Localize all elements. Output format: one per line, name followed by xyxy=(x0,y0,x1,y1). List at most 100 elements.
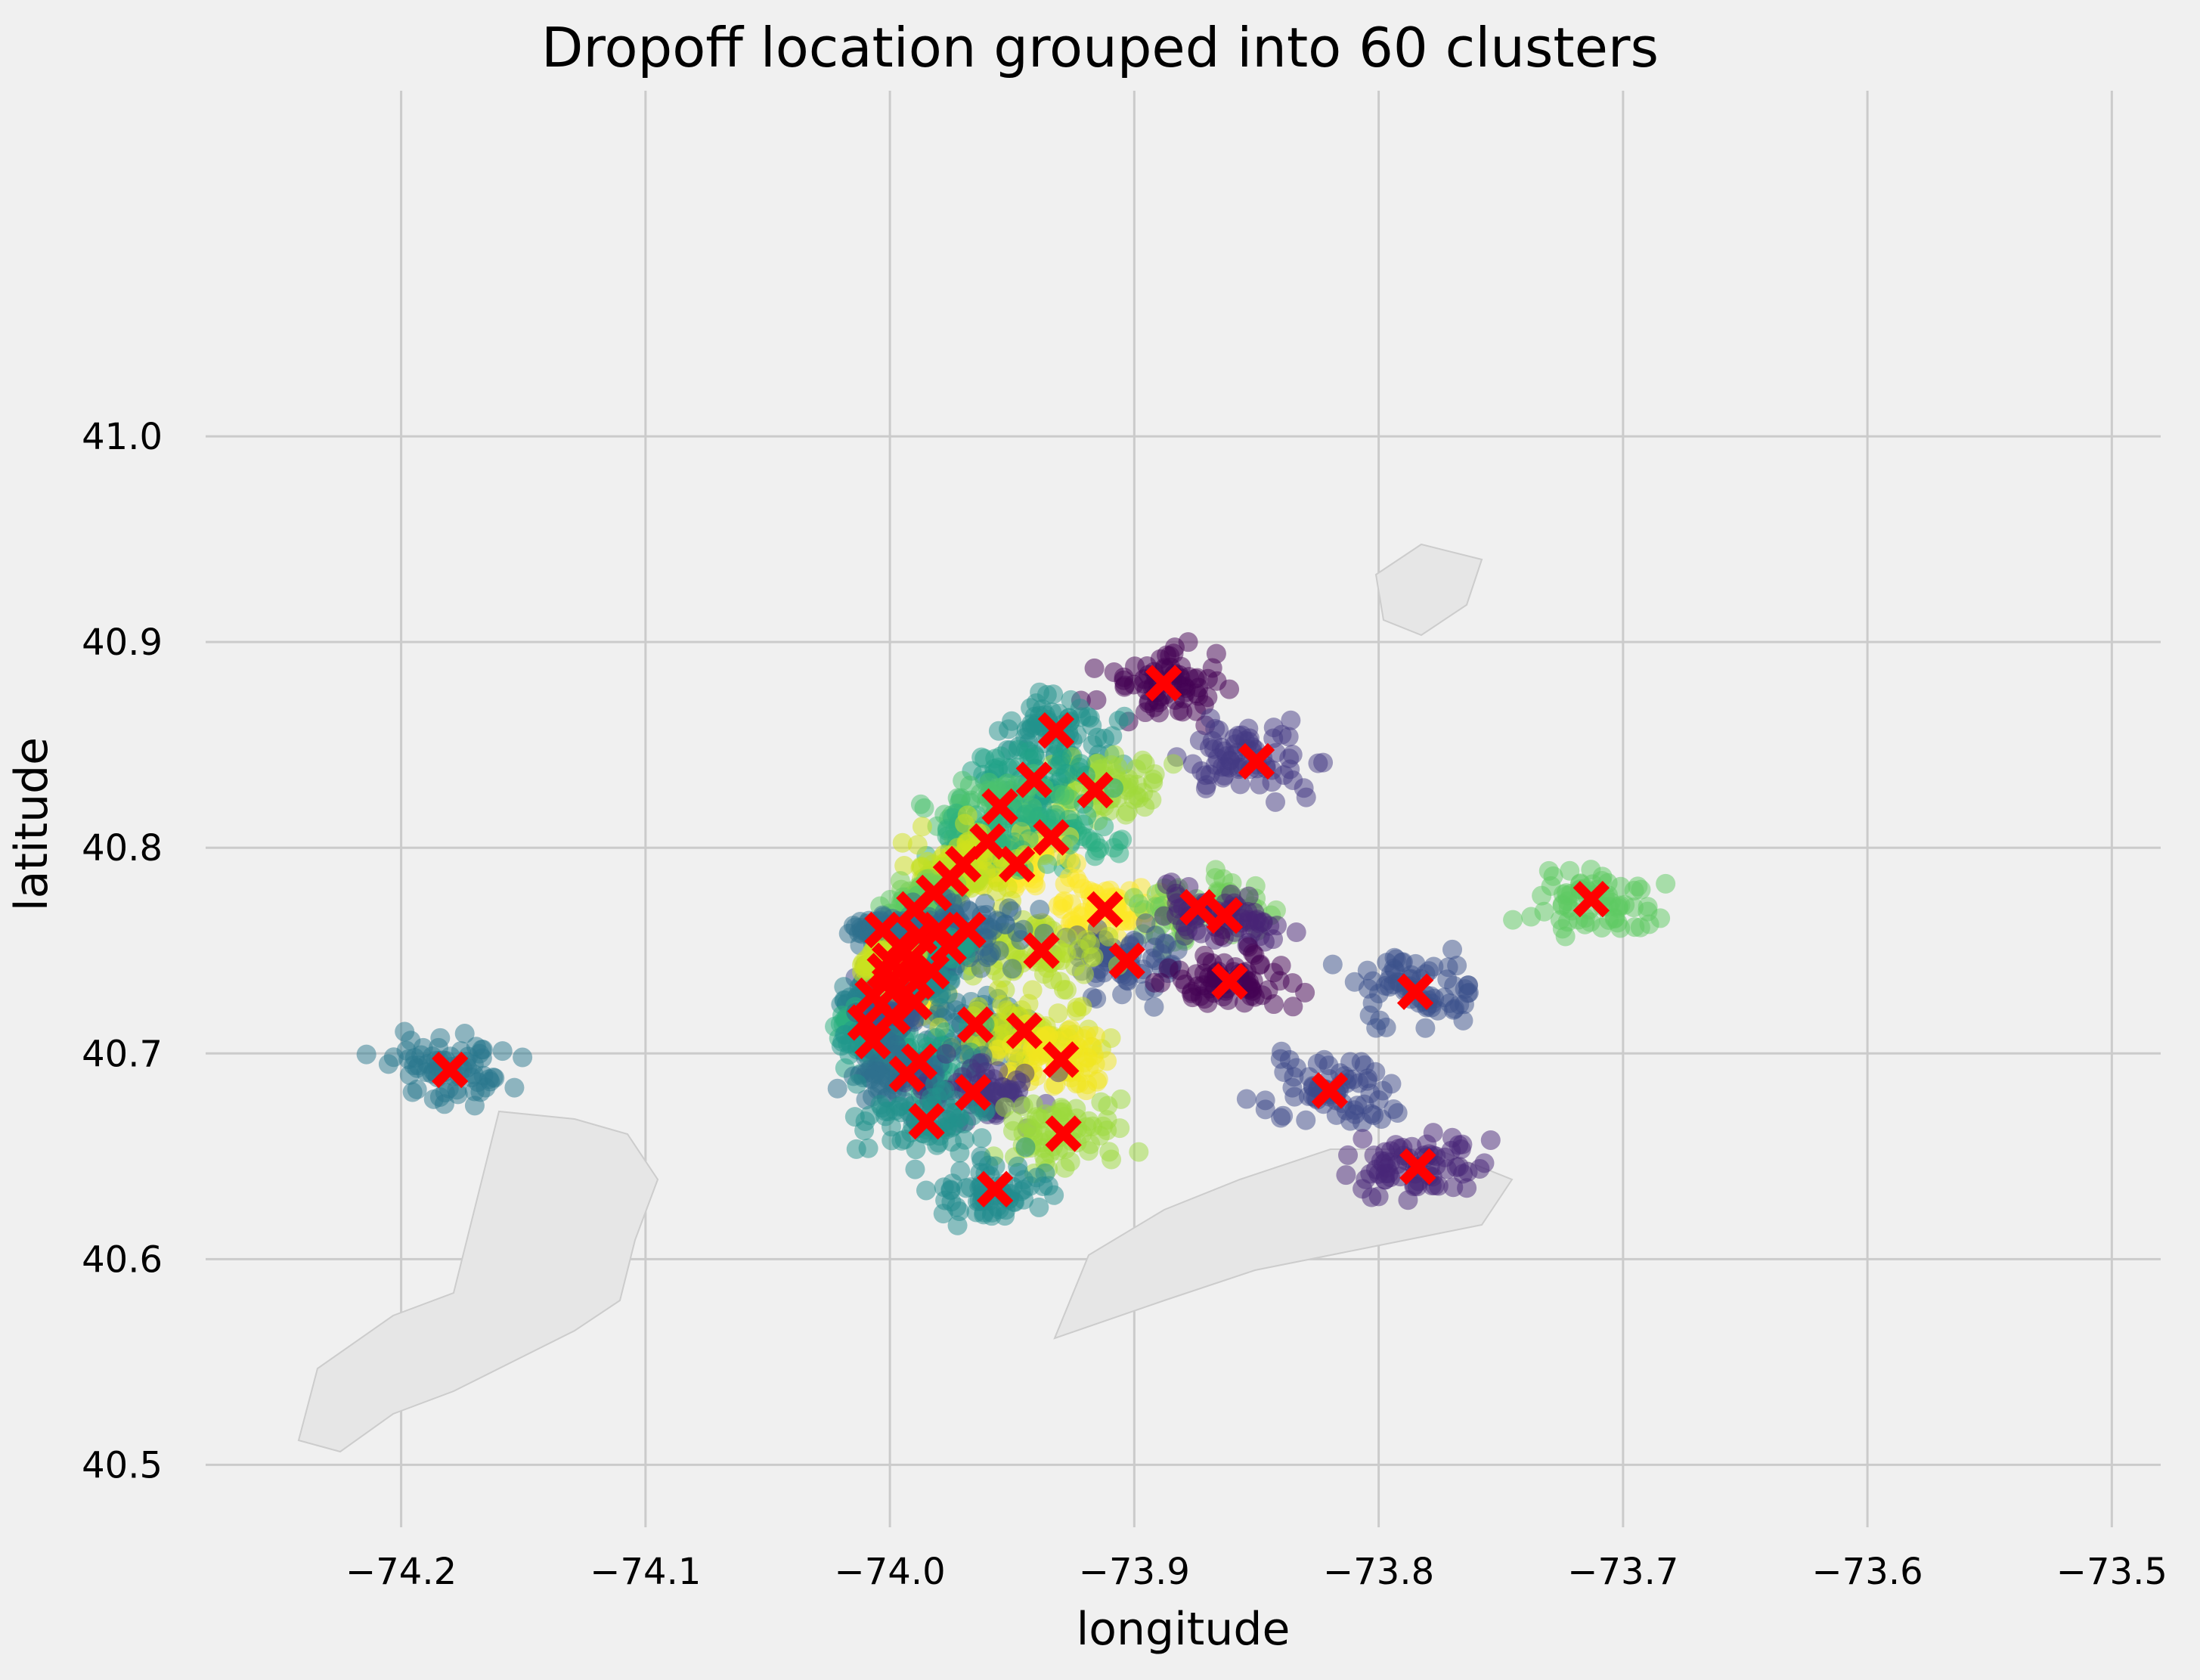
data-point xyxy=(1052,1102,1072,1122)
cluster-centroid-marker xyxy=(874,998,911,1035)
cluster-centroid-marker xyxy=(1037,711,1075,749)
x-tick-label: −73.6 xyxy=(1812,1551,1923,1593)
data-point xyxy=(910,794,931,814)
data-point xyxy=(1445,999,1465,1019)
data-point xyxy=(1353,1129,1373,1149)
cluster-centroid-marker xyxy=(998,845,1036,883)
cluster-centroid-marker xyxy=(1005,1012,1043,1049)
cluster-centroid-marker xyxy=(1399,1148,1436,1186)
data-point xyxy=(1449,1135,1469,1155)
x-tick-label: −73.5 xyxy=(2056,1551,2167,1593)
data-point xyxy=(1072,997,1092,1017)
data-point xyxy=(847,1074,867,1094)
cluster-centroid-marker xyxy=(871,942,909,980)
data-point xyxy=(513,1047,533,1068)
data-point xyxy=(971,1128,992,1148)
data-point xyxy=(1022,980,1043,1000)
data-point xyxy=(1424,956,1444,977)
data-point xyxy=(1362,1187,1382,1207)
cluster-centroid-marker xyxy=(957,1006,994,1043)
data-point xyxy=(993,1016,1013,1037)
data-point xyxy=(1458,982,1479,1003)
data-point xyxy=(1129,1142,1149,1162)
data-point xyxy=(1091,1092,1111,1112)
data-point xyxy=(1338,1145,1359,1165)
data-point xyxy=(1407,1176,1427,1197)
cluster-centroid-marker xyxy=(1077,771,1114,809)
data-point xyxy=(1615,894,1635,915)
data-point xyxy=(1205,868,1225,888)
data-point xyxy=(941,1102,962,1123)
data-point xyxy=(907,835,928,855)
data-point xyxy=(1013,1170,1033,1190)
cluster-centroid-marker xyxy=(1238,742,1275,780)
data-point xyxy=(1625,917,1645,938)
cluster-centroids xyxy=(432,665,1610,1208)
data-point xyxy=(905,1159,925,1179)
data-point xyxy=(435,1083,455,1103)
y-tick-label: 40.5 xyxy=(82,1444,163,1486)
data-point xyxy=(1095,728,1115,749)
data-point xyxy=(1260,916,1280,936)
data-point xyxy=(854,1121,875,1141)
y-axis-label: latitude xyxy=(5,737,58,911)
data-point xyxy=(1543,866,1563,886)
data-point xyxy=(1061,690,1081,710)
cluster-centroid-marker xyxy=(908,1102,945,1140)
data-point xyxy=(1043,684,1064,705)
data-point xyxy=(1112,829,1133,850)
data-point xyxy=(1555,926,1576,947)
y-tick-label: 40.9 xyxy=(82,621,163,664)
data-point xyxy=(413,1037,433,1058)
data-point xyxy=(430,1028,451,1048)
data-point xyxy=(1307,1053,1328,1074)
data-point xyxy=(1182,754,1203,774)
chart-title: Dropoff location grouped into 60 cluster… xyxy=(541,16,1659,79)
data-point xyxy=(1048,1003,1068,1024)
cluster-centroid-marker xyxy=(1023,932,1060,969)
data-point xyxy=(1129,894,1149,914)
data-point xyxy=(1282,1077,1303,1098)
data-point xyxy=(1069,873,1089,894)
data-point xyxy=(1185,668,1205,689)
data-point xyxy=(974,1202,994,1223)
data-point xyxy=(1116,804,1136,825)
data-point xyxy=(1108,757,1128,777)
data-point xyxy=(1086,690,1107,710)
cluster-centroid-marker xyxy=(1211,962,1248,1000)
data-point xyxy=(1143,769,1164,789)
data-point xyxy=(947,788,968,808)
data-point xyxy=(1638,901,1658,922)
x-tick-label: −74.2 xyxy=(345,1551,457,1593)
data-point xyxy=(1164,754,1184,774)
data-point xyxy=(1022,803,1043,823)
data-point xyxy=(1086,841,1107,861)
data-point xyxy=(933,1204,953,1224)
cluster-centroid-marker xyxy=(1206,897,1244,935)
cluster-centroid-marker xyxy=(432,1051,469,1089)
data-point xyxy=(1503,910,1523,930)
data-point xyxy=(1415,1018,1436,1038)
data-point xyxy=(1364,1105,1384,1126)
data-point xyxy=(1274,1062,1294,1083)
data-point xyxy=(906,1139,926,1160)
data-point xyxy=(1206,643,1226,664)
data-point xyxy=(1089,1126,1110,1146)
data-point xyxy=(1144,697,1164,718)
cluster-centroid-marker xyxy=(888,1055,925,1093)
data-point xyxy=(1552,895,1573,916)
data-point xyxy=(886,1045,906,1065)
data-point xyxy=(1053,943,1074,963)
data-point xyxy=(1021,718,1042,738)
x-tick-label: −74.1 xyxy=(590,1551,701,1593)
y-tick-label: 40.6 xyxy=(82,1238,163,1281)
data-point xyxy=(1449,1156,1469,1176)
data-point xyxy=(1236,1089,1256,1109)
data-point xyxy=(1283,997,1303,1017)
data-point xyxy=(916,1180,936,1201)
data-point xyxy=(988,758,1009,778)
cluster-centroid-marker xyxy=(1396,973,1434,1010)
data-point xyxy=(988,721,1009,741)
data-point xyxy=(1313,752,1334,773)
data-point xyxy=(1060,789,1080,810)
